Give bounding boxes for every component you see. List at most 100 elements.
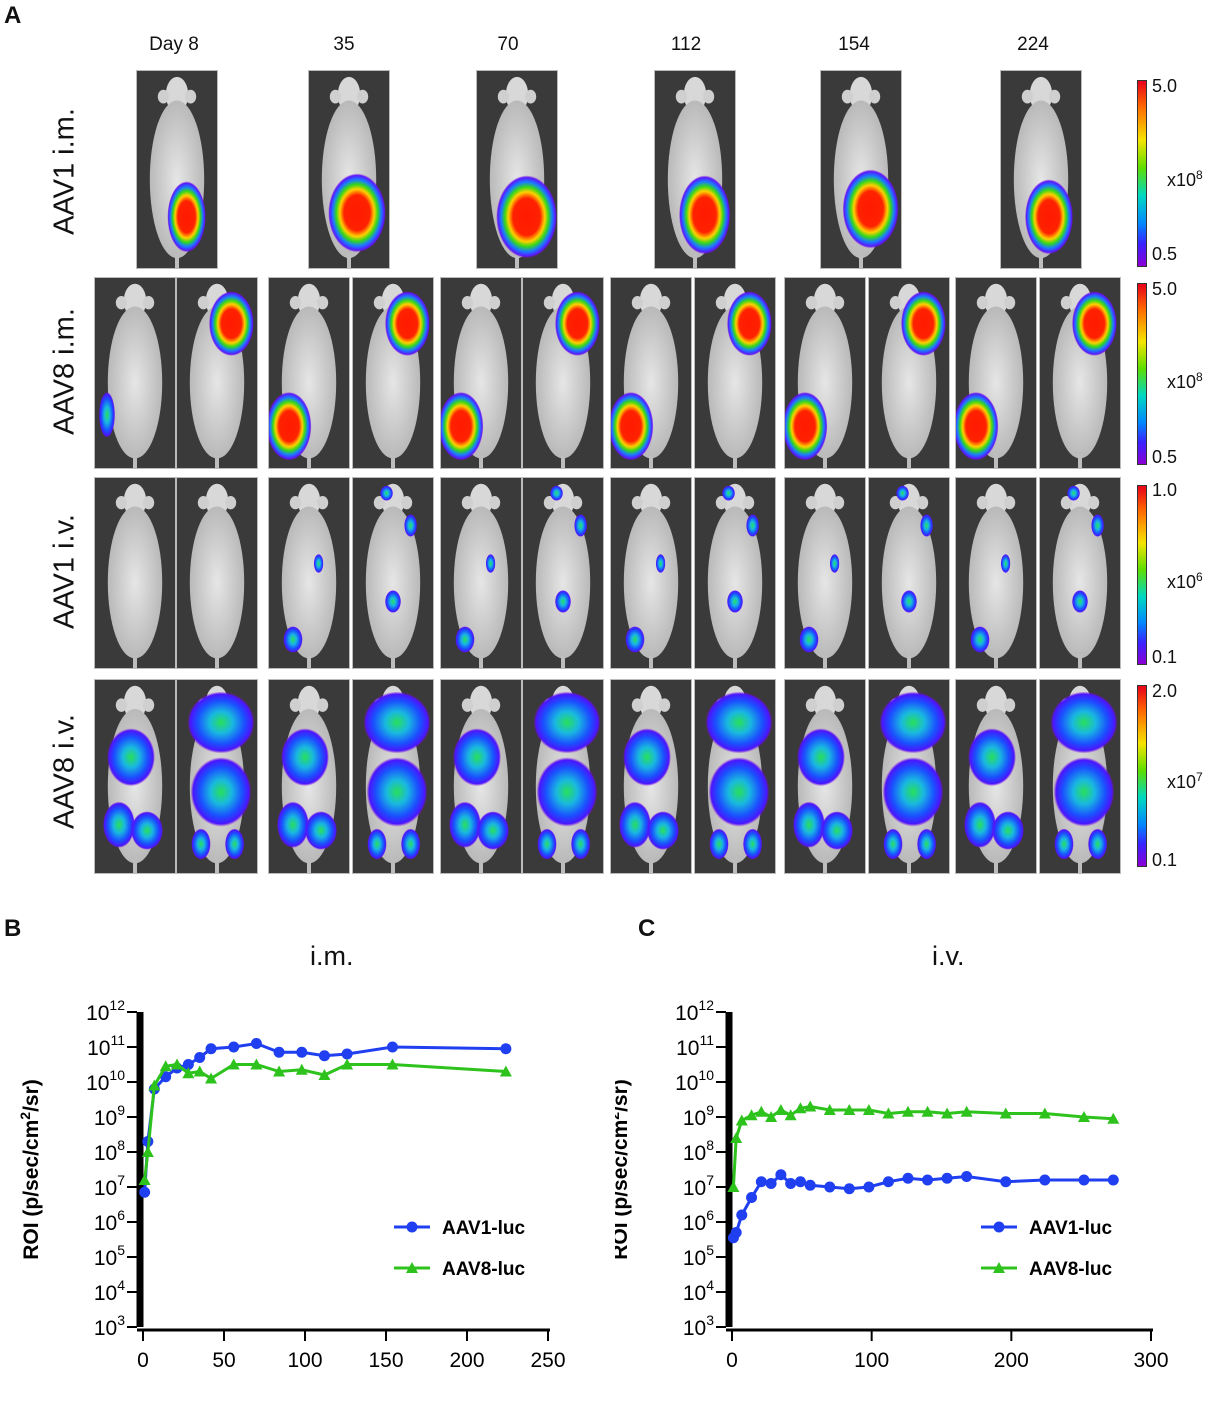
data-point-AAV1-luc (730, 1227, 742, 1238)
x-tick-label: 50 (212, 1349, 235, 1372)
y-tick-label: 108 (683, 1137, 714, 1165)
image-aav8-iv-left-0 (94, 679, 176, 874)
day-label-8: Day 8 (149, 34, 199, 55)
data-point-AAV1-luc (824, 1181, 836, 1193)
legend-marker (993, 1262, 1005, 1273)
scale-1-max: 5.0 (1152, 76, 1178, 96)
image-aav1-im-day-0 (136, 70, 218, 269)
data-point-AAV1-luc (160, 1071, 172, 1083)
data-point-AAV1-luc (804, 1179, 816, 1191)
image-aav1-im-day-2 (476, 70, 558, 269)
image-aav1-iv-right-1 (352, 477, 434, 669)
data-point-AAV8-luc (295, 1063, 308, 1075)
legend-marker (993, 1221, 1005, 1233)
data-point-AAV8-luc (341, 1058, 354, 1070)
scale-4-unit: x107 (1167, 770, 1203, 792)
data-point-AAV1-luc (882, 1176, 894, 1188)
image-aav1-iv-right-5 (1039, 477, 1121, 669)
data-point-AAV1-luc (318, 1050, 330, 1062)
data-point-AAV1-luc (273, 1046, 285, 1058)
data-point-AAV1-luc (205, 1043, 217, 1055)
day-label-224: 224 (1017, 34, 1049, 55)
chart-c: 103 104 105 106 107 108 109 1010 1011 1012 0 100 200… (615, 997, 1169, 1372)
y-tick-label: 104 (683, 1277, 714, 1305)
data-point-AAV8-luc (823, 1104, 836, 1115)
y-axis-label: ROI (p/sec/cm2/sr) (17, 1079, 43, 1260)
image-aav8-iv-left-5 (955, 679, 1037, 874)
data-point-AAV8-luc (774, 1104, 787, 1115)
image-aav8-im-left-2 (440, 277, 522, 469)
day-label-70: 70 (497, 34, 519, 55)
series-line-AAV8-luc (143, 1062, 506, 1181)
x-tick-label: 0 (726, 1349, 738, 1372)
legend-label: AAV8-luc (442, 1259, 525, 1280)
image-aav1-iv-left-0 (94, 477, 176, 669)
data-point-AAV8-luc (1038, 1107, 1051, 1119)
row-label-aav1-iv: AAV1 i.v. (48, 514, 81, 629)
data-point-AAV8-luc (318, 1069, 331, 1080)
data-point-AAV1-luc (794, 1176, 806, 1188)
data-point-AAV1-luc (228, 1041, 240, 1053)
scale-4-min: 0.1 (1152, 850, 1178, 870)
image-aav1-im-day-4 (820, 70, 902, 269)
data-point-AAV8-luc (1077, 1111, 1090, 1122)
scale-2-max: 5.0 (1152, 279, 1178, 299)
series-line-AAV1-luc (732, 1172, 1114, 1239)
data-point-AAV8-luc (171, 1058, 184, 1070)
image-aav1-iv-left-3 (610, 477, 692, 669)
data-point-AAV8-luc (227, 1058, 240, 1070)
y-tick-label: 103 (94, 1312, 125, 1340)
x-tick-label: 100 (854, 1349, 889, 1372)
data-point-AAV1-luc (746, 1192, 758, 1203)
data-point-AAV8-luc (205, 1072, 218, 1084)
series-line-AAV1-luc (143, 1041, 506, 1193)
data-point-AAV8-luc (784, 1109, 797, 1121)
data-point-AAV1-luc (843, 1183, 855, 1195)
image-aav8-im-right-1 (352, 277, 434, 469)
chart-c-title: i.v. (932, 941, 965, 971)
data-point-AAV1-luc (785, 1178, 797, 1189)
scale-3-unit: x106 (1167, 570, 1203, 592)
image-aav8-im-right-4 (868, 277, 950, 469)
data-point-AAV1-luc (736, 1209, 748, 1221)
image-aav1-iv-left-2 (440, 477, 522, 669)
data-point-AAV8-luc (386, 1058, 399, 1070)
data-point-AAV8-luc (730, 1132, 743, 1143)
scale-1-unit: x108 (1167, 168, 1203, 190)
image-aav8-im-right-2 (522, 277, 604, 469)
data-point-AAV8-luc (755, 1105, 768, 1117)
chart-b-title: i.m. (310, 941, 354, 971)
panel-letter-a: A (4, 2, 22, 29)
row-label-aav8-iv: AAV8 i.v. (48, 714, 81, 829)
data-point-AAV8-luc (193, 1065, 206, 1077)
y-tick-label: 109 (683, 1102, 714, 1130)
data-point-AAV1-luc (296, 1046, 308, 1058)
image-aav8-iv-right-0 (176, 679, 258, 874)
y-tick-label: 1010 (86, 1067, 125, 1095)
data-point-AAV1-luc (139, 1186, 151, 1198)
image-aav8-im-left-3 (610, 277, 692, 469)
x-tick-label: 150 (368, 1349, 403, 1372)
image-aav1-im-day-1 (308, 70, 390, 269)
data-point-AAV1-luc (755, 1176, 767, 1188)
image-aav1-iv-left-4 (784, 477, 866, 669)
data-point-AAV8-luc (141, 1146, 154, 1157)
data-point-AAV8-luc (882, 1107, 895, 1119)
data-point-AAV8-luc (735, 1114, 748, 1126)
y-tick-label: 1011 (87, 1032, 125, 1060)
data-point-AAV1-luc (250, 1038, 262, 1049)
image-aav8-im-left-1 (268, 277, 350, 469)
image-aav8-im-right-5 (1039, 277, 1121, 469)
x-tick-label: 100 (287, 1349, 322, 1372)
row-label-aav1-im: AAV1 i.m. (48, 108, 81, 235)
image-aav8-im-right-0 (176, 277, 258, 469)
y-tick-label: 104 (94, 1277, 125, 1305)
image-aav8-iv-left-4 (784, 679, 866, 874)
image-aav1-iv-left-1 (268, 477, 350, 669)
data-point-AAV8-luc (999, 1107, 1012, 1119)
legend-marker (406, 1221, 418, 1233)
y-tick-label: 107 (683, 1172, 714, 1200)
data-point-AAV8-luc (960, 1105, 973, 1117)
x-tick-label: 200 (449, 1349, 484, 1372)
y-tick-label: 109 (94, 1102, 125, 1130)
